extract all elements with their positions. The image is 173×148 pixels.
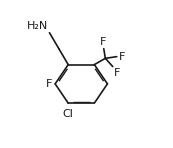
Text: F: F (114, 68, 120, 78)
Text: F: F (46, 79, 52, 89)
Text: H₂N: H₂N (27, 21, 48, 31)
Text: F: F (100, 37, 106, 47)
Text: Cl: Cl (62, 109, 73, 119)
Text: F: F (119, 52, 125, 62)
